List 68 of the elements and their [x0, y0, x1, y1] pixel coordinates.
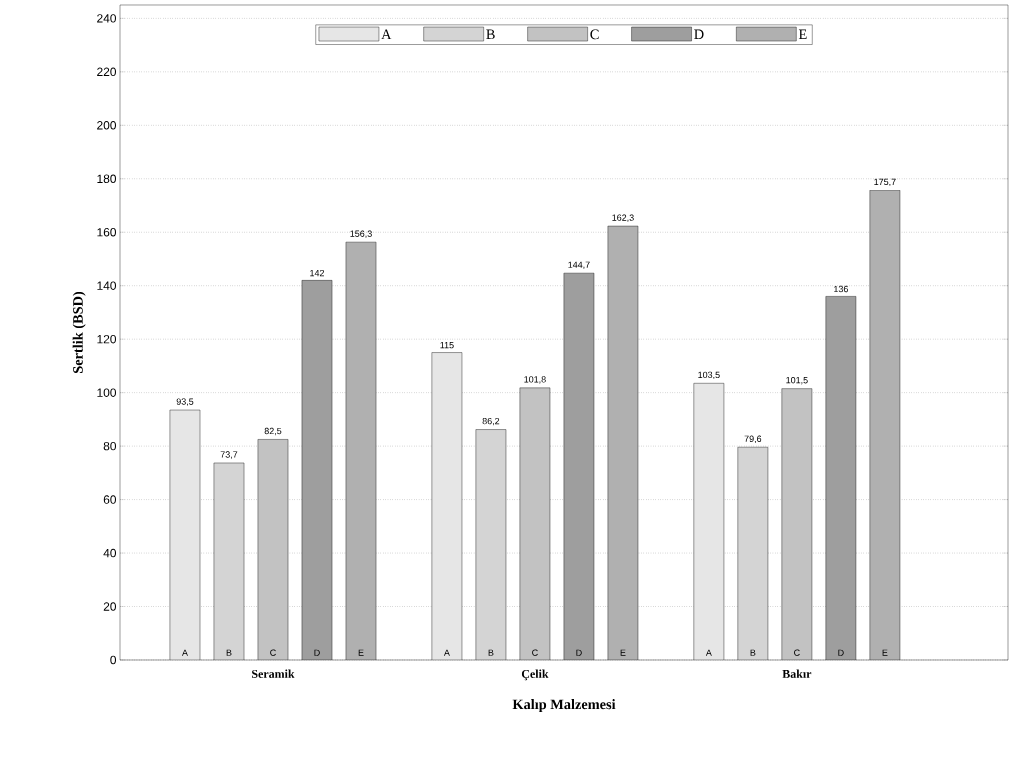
legend-label: E [798, 29, 807, 39]
legend-label: D [694, 29, 704, 40]
text: A [181, 649, 188, 656]
y-tick-label: 0 [110, 655, 117, 665]
x-axis-title: Kalıp Malzemesi [512, 699, 616, 713]
legend-label: C [590, 29, 599, 40]
bar [345, 241, 377, 660]
y-tick-label: 240 [97, 14, 117, 23]
y-tick-label: 20 [103, 602, 117, 611]
y-tick-label: 180 [97, 174, 117, 183]
data-label: 115 [440, 342, 454, 349]
x-tick-label: Seramik [252, 669, 295, 678]
y-tick-label: 120 [97, 334, 117, 344]
bar [825, 296, 857, 660]
bar [563, 272, 595, 660]
y-tick-label: 40 [103, 548, 117, 558]
bar [213, 462, 245, 660]
text: D [576, 649, 582, 656]
text: B [488, 649, 494, 656]
data-label: 175,7 [874, 178, 896, 187]
data-label: 79,6 [744, 435, 762, 443]
text: D [838, 649, 844, 656]
legend-label: B [486, 29, 495, 40]
text: A [705, 649, 712, 656]
data-label: 162,3 [612, 214, 634, 222]
data-label: 101,5 [786, 377, 808, 385]
legend-label: A [381, 29, 392, 40]
bar [301, 280, 333, 660]
y-tick-label: 200 [97, 121, 117, 130]
bar [737, 446, 769, 660]
data-label: 142 [310, 269, 325, 277]
y-tick-label: 60 [103, 495, 117, 504]
data-label: 156,3 [350, 230, 372, 238]
text: C [794, 649, 800, 656]
data-label: 136 [834, 285, 848, 293]
text: E [882, 649, 888, 656]
bar [169, 409, 201, 660]
x-tick-label: Bakır [782, 669, 812, 678]
text: D [314, 649, 320, 656]
data-label: 73,7 [220, 451, 238, 459]
bar [607, 225, 639, 660]
data-label: 103,5 [698, 371, 720, 380]
bar [257, 439, 289, 660]
data-label: 86,2 [482, 417, 500, 426]
y-axis-title: Sertlik (BSD) [72, 291, 86, 373]
text: C [532, 649, 538, 656]
y-tick-label: 140 [97, 281, 117, 290]
y-tick-label: 220 [97, 67, 117, 77]
text: B [226, 649, 232, 656]
x-tick-label: Çelik [521, 669, 549, 681]
bar [781, 388, 813, 660]
data-label: 93,5 [176, 398, 194, 406]
data-label: 101,8 [524, 376, 546, 384]
text: E [358, 649, 364, 656]
bar [519, 387, 551, 660]
text: E [620, 649, 626, 656]
data-label: 144,7 [568, 261, 590, 269]
text: C [270, 649, 276, 656]
bar [869, 190, 901, 660]
y-tick-label: 160 [97, 228, 117, 237]
y-tick-label: 100 [97, 388, 117, 397]
data-label: 82,5 [264, 427, 282, 436]
text: A [443, 649, 450, 656]
y-tick-label: 80 [103, 441, 117, 451]
bar [431, 352, 463, 660]
bar [475, 429, 507, 660]
text: B [750, 649, 756, 656]
bar [693, 383, 725, 660]
